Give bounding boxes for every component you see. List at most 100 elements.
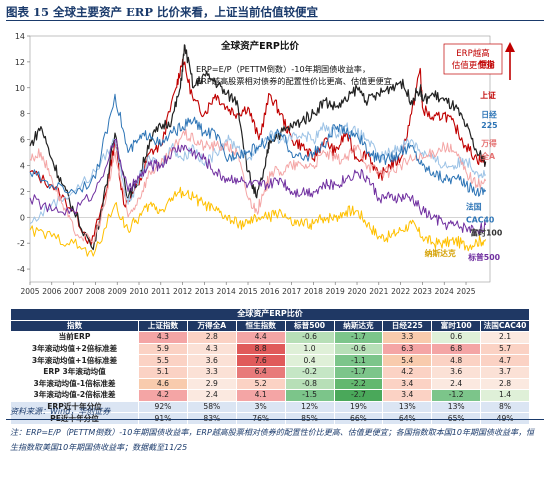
table-cell: 4.1	[235, 389, 286, 402]
y-tick-label: 10	[15, 84, 25, 93]
x-tick-label: 2007	[64, 287, 83, 296]
table-cell: 6.4	[235, 365, 286, 379]
table-cell: 3.6	[431, 365, 482, 379]
y-tick-label: -2	[17, 239, 25, 248]
table-cell: 3.4	[382, 377, 433, 391]
table-column-header: 恒生指数	[235, 319, 286, 333]
table-column-header: 富时100	[431, 319, 482, 333]
table-row: 3年滚动均值+1倍标准差 5.5 3.6 7.6 0.4 -1.1 5.4 4.8 4.7	[10, 354, 530, 367]
table-cell: 4.2	[138, 389, 188, 402]
series-label: 恒指	[479, 59, 495, 69]
x-tick-label: 2010	[129, 287, 148, 296]
table-cell: -0.8	[284, 377, 335, 391]
table-column-header: 万得全A	[186, 319, 237, 333]
table-cell: 5.1	[138, 365, 188, 379]
row-label: 3年滚动均值-1倍标准差	[10, 377, 139, 391]
annotation-text: ERP越高	[456, 48, 489, 59]
table-row: 3年滚动均值-2倍标准差 4.2 2.4 4.1 -1.5 -2.7 3.4 -1.2 1.4	[10, 389, 530, 402]
annotation-text: 估值更便宜	[452, 60, 495, 71]
x-tick-label: 2022	[391, 287, 410, 296]
table-cell: 1.0	[284, 342, 335, 356]
table-title: 全球资产ERP比价	[10, 308, 530, 321]
series-label: 日经	[481, 110, 497, 120]
series-label: 纳斯达克	[425, 248, 456, 258]
table-cell: -2.7	[333, 389, 384, 402]
table-cell: -0.6	[284, 331, 335, 344]
x-tick-label: 2018	[304, 287, 323, 296]
series-label: 法国	[466, 201, 482, 211]
x-tick-label: 2025	[456, 287, 475, 296]
table-cell: 65%	[431, 412, 482, 425]
row-label: 3年滚动均值-2倍标准差	[10, 389, 139, 402]
series-label: CAC40	[466, 215, 495, 224]
table-cell: 3.3	[382, 331, 433, 344]
table-cell: -0.6	[333, 342, 384, 356]
row-label: ERP 3年滚动均值	[10, 365, 139, 379]
row-label: 当前ERP	[10, 331, 139, 344]
table-cell: 83%	[186, 412, 237, 425]
table-cell: 4.7	[480, 354, 530, 367]
figure-header: 图表 15 全球主要资产 ERP 比价来看，上证当前估值较便宜	[6, 5, 318, 19]
table-header-row: 指数 上证指数 万得全A 恒生指数 标普500 纳斯达克 日经225 富时100 法国CAC40	[10, 319, 530, 333]
table-cell: 58%	[186, 400, 237, 414]
series-label: 富时100	[470, 227, 502, 237]
table-cell: 2.8	[480, 377, 530, 391]
x-tick-label: 2006	[42, 287, 61, 296]
table-cell: 5.5	[138, 354, 188, 367]
x-tick-label: 2005	[20, 287, 39, 296]
table-cell: 5.2	[235, 377, 286, 391]
row-label: 3年滚动均值+2倍标准差	[10, 342, 139, 356]
series-label: 上证	[480, 90, 496, 100]
table-column-header: 指数	[10, 319, 139, 333]
table-column-header: 日经225	[382, 319, 433, 333]
x-tick-label: 2019	[326, 287, 345, 296]
header-rule	[6, 20, 544, 21]
table-cell: -0.2	[284, 365, 335, 379]
table-row: 3年滚动均值+2倍标准差 5.9 4.3 8.8 1.0 -0.6 6.3 6.8 5.7	[10, 342, 530, 356]
table-cell: 49%	[480, 412, 530, 425]
table-cell: 5.4	[382, 354, 433, 367]
table-column-header: 纳斯达克	[333, 319, 384, 333]
chart-subtitle-line: ERP越高股票相对债券的配置性价比更高、估值更便宜	[196, 76, 392, 86]
table-cell: 66%	[333, 412, 384, 425]
table-cell: 19%	[333, 400, 384, 414]
table-cell: 6.3	[382, 342, 433, 356]
source-rule	[6, 419, 544, 420]
x-tick-label: 2013	[195, 287, 214, 296]
row-label: PE近十年分位	[10, 412, 139, 425]
y-tick-label: -4	[17, 265, 25, 274]
table-cell: 8%	[480, 400, 530, 414]
table-cell: -2.2	[333, 377, 384, 391]
table-row: PE近十年分位91%83%76%85%66%64%65%49%	[10, 412, 530, 425]
series-line	[29, 129, 487, 244]
table-cell: 5.7	[480, 342, 530, 356]
y-tick-label: 0	[20, 213, 25, 222]
x-tick-label: 2014	[217, 287, 236, 296]
table-row: ERP 3年滚动均值 5.1 3.3 6.4 -0.2 -1.7 4.2 3.6 3.7	[10, 365, 530, 379]
table-cell: 3.3	[186, 365, 237, 379]
table-cell: 2.9	[186, 377, 237, 391]
table-cell: -1.1	[333, 354, 384, 367]
chart-title: 全球资产ERP比价	[220, 40, 299, 52]
table-cell: 2.8	[186, 331, 237, 344]
table-cell: 4.3	[186, 342, 237, 356]
x-tick-label: 2021	[369, 287, 388, 296]
source-text: 资料来源：Wind，华创证券	[10, 407, 111, 416]
table-cell: 2.4	[186, 389, 237, 402]
erp-table: 全球资产ERP比价 指数 上证指数 万得全A 恒生指数 标普500 纳斯达克 日经225 富时…	[10, 308, 530, 425]
x-tick-label: 2017	[282, 287, 301, 296]
y-tick-label: 2	[20, 187, 25, 196]
note-text: 注：ERP=E/P（PETTM倒数）-10年期国债收益率，ERP越高股票相对债券…	[10, 428, 534, 452]
table-cell: 64%	[382, 412, 433, 425]
table-cell: -1.7	[333, 365, 384, 379]
table-cell: 92%	[138, 400, 188, 414]
chart-subtitle-line: ERP=E/P（PETTM倒数）-10年期国债收益率，	[196, 64, 370, 74]
y-tick-label: 14	[15, 32, 25, 41]
table-cell: 3.7	[480, 365, 530, 379]
annotation-arrowhead	[505, 42, 515, 52]
table-row: 3年滚动均值-1倍标准差 4.6 2.9 5.2 -0.8 -2.2 3.4 2.4 2.8	[10, 377, 530, 391]
x-tick-label: 2016	[260, 287, 279, 296]
x-tick-label: 2011	[151, 287, 170, 296]
table-cell: 4.4	[235, 331, 286, 344]
table-cell: 2.4	[431, 377, 482, 391]
